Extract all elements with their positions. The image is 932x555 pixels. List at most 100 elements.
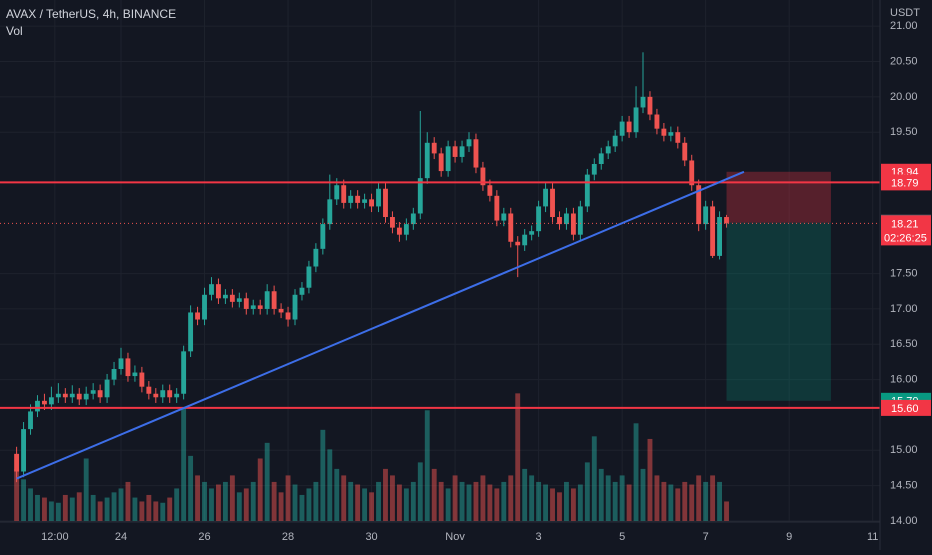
y-tick-label: 16.00 [890,374,918,386]
volume-bar [501,481,507,521]
candle-body [431,142,437,154]
volume-bar [320,429,326,521]
volume-bar [362,488,368,521]
volume-bar [42,497,47,521]
volume-bar [202,481,207,521]
volume-bar [473,481,479,521]
volume-bar [209,488,214,521]
candle-body [675,132,681,143]
volume-bar [619,475,625,521]
volume-bar [431,468,437,521]
candle-body [487,185,493,196]
candle-body [619,121,625,136]
y-tick-label: 14.00 [890,515,918,527]
volume-bar [69,497,75,521]
volume-bar [682,481,688,521]
candle-body [543,188,549,207]
x-tick-label: 24 [115,531,127,543]
candle-body [48,397,54,405]
volume-bar [640,468,646,521]
trend-line [16,170,745,480]
volume-bar [90,494,96,521]
volume-bar [188,455,194,521]
x-tick-label: 9 [786,531,792,543]
candle-body [466,139,472,147]
candle-body [501,213,507,221]
candle-body [299,287,305,295]
candle-body [494,195,500,221]
volume-bar [306,488,312,521]
x-tick-label: 5 [619,531,625,543]
candle-body [522,234,528,246]
axis-unit: USDT [890,7,920,19]
candle-body [710,206,716,256]
candle-body [626,121,632,133]
volume-bar [160,502,166,521]
volume-bar [118,488,124,521]
grid [0,0,880,522]
volume-bar [508,475,514,521]
volume-bar [494,488,500,521]
volume-bar [327,449,333,521]
volume-bar [313,481,319,521]
candle-body [362,199,368,203]
candle-body [216,284,221,299]
volume-bar [299,494,305,521]
volume-bar [216,484,221,521]
volume-bar [529,475,535,521]
candle-body [577,206,583,235]
volume-bar [376,481,381,521]
candle-body [647,96,653,115]
x-tick-label: Nov [445,531,465,543]
candle-body [445,146,451,172]
volume-bar [668,484,674,521]
candle-body [584,174,590,207]
candle-body [348,195,354,203]
candle-body [724,217,729,224]
candle-body [598,153,604,165]
volume-bar [383,468,388,521]
candle-body [633,107,639,133]
candle-body [35,400,40,412]
volume-bar [264,442,270,521]
volume-bar [62,494,68,521]
price-badge [881,215,931,246]
volume-bar [522,468,528,521]
volume-bar [466,484,472,521]
candle-body [153,393,159,398]
candle-body [174,393,180,398]
y-tick-label: 20.50 [890,55,918,67]
volume-bar [410,481,416,521]
candle-body [557,217,562,225]
volume-bar [341,475,347,521]
volume-bar [487,484,493,521]
candle-body [209,284,214,295]
axes: 14.00 14.50 15.00 16.00 16.50 17.00 17.50 19.50… [41,20,931,543]
x-tick-label: 28 [282,531,294,543]
candle-body [369,199,375,207]
candle-body [703,206,709,225]
candle-body [313,248,319,267]
y-tick-label: 16.50 [890,338,918,350]
candle-body [111,369,117,380]
volume-bar [661,481,667,521]
volume-bar [536,481,542,521]
volume-bar [229,475,235,521]
volume-bar [111,492,117,521]
volume-bar [369,492,375,521]
volume-bar [633,423,639,521]
volume-bar [689,484,695,521]
plot [0,52,880,521]
volume-label: Vol [6,24,23,38]
candle-body [689,160,695,186]
volume-bar [35,494,40,521]
candle-body [661,128,667,136]
candle-body [424,142,430,179]
candle-body [654,114,660,129]
candle-body [69,393,75,398]
volume-bar [417,462,423,521]
candle-body [334,185,340,200]
candle-body [146,386,152,394]
candle-body [682,142,688,161]
volume-bar [21,479,26,521]
